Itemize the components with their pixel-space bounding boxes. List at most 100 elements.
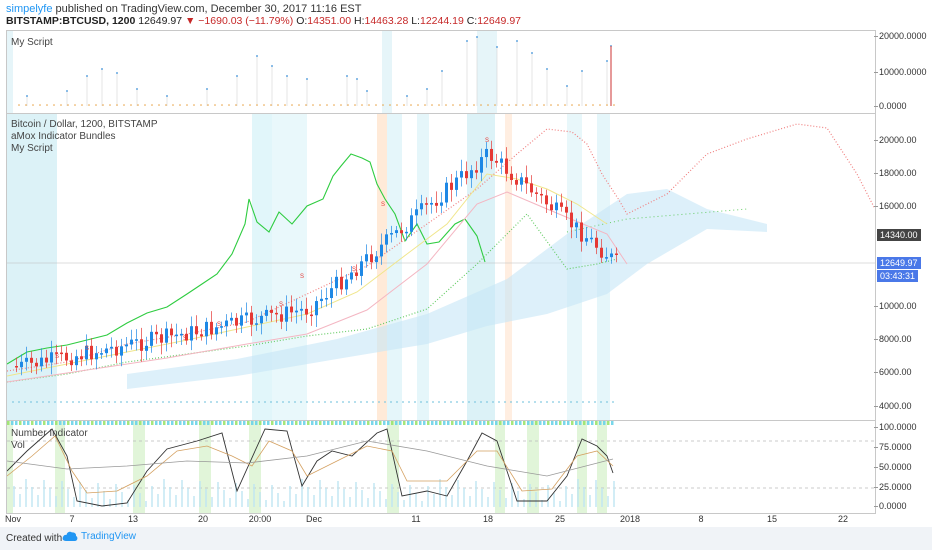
state-marker: [423, 421, 426, 425]
candle-body: [205, 321, 208, 337]
state-marker: [575, 421, 578, 425]
created-with-label: Created with: [6, 533, 63, 544]
zero-marker: [459, 104, 461, 106]
zero-marker: [522, 104, 524, 106]
time-axis-tick: 20:00: [248, 514, 272, 524]
state-marker: [595, 421, 598, 425]
state-marker: [267, 421, 270, 425]
zero-marker: [214, 104, 216, 106]
zero-marker: [452, 104, 454, 106]
volume-bar: [367, 498, 369, 507]
volume-bar: [289, 486, 291, 507]
indicator-legend[interactable]: aMox Indicator Bundles: [11, 131, 116, 142]
volume-legend[interactable]: Vol: [11, 440, 25, 451]
main-chart-pane[interactable]: S S S S S S S S S Bitcoin / Dollar, 1200, BITSTA…: [6, 113, 876, 421]
script-legend[interactable]: My Script: [11, 143, 53, 154]
symbol-label[interactable]: BITSTAMP:BTCUSD, 1200: [6, 15, 136, 27]
volume-bar: [535, 492, 537, 507]
candle-body: [125, 344, 128, 347]
zero-marker: [53, 104, 55, 106]
main-price-axis[interactable]: 20000.00 18000.00 16000.00 10000.00 8000…: [874, 113, 932, 419]
dot-marker: [474, 401, 476, 403]
state-marker: [91, 421, 94, 425]
state-marker: [263, 421, 266, 425]
state-marker: [591, 421, 594, 425]
candle-body: [500, 158, 503, 163]
histogram-dot: [236, 75, 238, 77]
volume-bar: [175, 495, 177, 507]
oscillator-legend[interactable]: Number Indicator: [11, 428, 88, 439]
zero-marker: [123, 104, 125, 106]
zero-marker: [312, 104, 314, 106]
state-marker: [603, 421, 606, 425]
candle-body: [345, 279, 348, 290]
volume-bar: [241, 491, 243, 507]
state-marker: [291, 421, 294, 425]
dot-marker: [612, 401, 614, 403]
candle-body: [290, 306, 293, 313]
oscillator-pane[interactable]: Number Indicator Vol: [6, 420, 876, 514]
candle-body: [510, 173, 513, 181]
dot-marker: [492, 401, 494, 403]
tradingview-logo[interactable]: TradingView: [62, 530, 136, 542]
candle-body: [430, 202, 433, 205]
symbol-legend[interactable]: Bitcoin / Dollar, 1200, BITSTAMP: [11, 119, 158, 130]
state-marker: [155, 421, 158, 425]
candle-body: [310, 314, 313, 317]
state-marker: [203, 421, 206, 425]
histogram-dot: [256, 55, 258, 57]
zero-marker: [18, 104, 20, 106]
candle-body: [145, 345, 148, 351]
zero-marker: [200, 104, 202, 106]
time-axis[interactable]: Nov 7 13 20 20:00 Dec 11 18 25 2018 8 15…: [5, 512, 874, 526]
candle-body: [90, 345, 93, 360]
state-marker: [27, 421, 30, 425]
volume-bar: [199, 481, 201, 507]
volume-bar: [193, 496, 195, 507]
top-price-axis[interactable]: 20000.0000 10000.0000 0.0000: [874, 30, 932, 112]
dot-marker: [66, 401, 68, 403]
volume-bar: [43, 480, 45, 507]
zero-marker: [403, 104, 405, 106]
zero-marker: [144, 104, 146, 106]
dot-marker: [588, 401, 590, 403]
zero-marker: [256, 104, 258, 106]
dot-marker: [360, 401, 362, 403]
zero-marker: [508, 104, 510, 106]
state-marker: [11, 421, 14, 425]
state-marker: [311, 421, 314, 425]
zero-marker: [445, 104, 447, 106]
low-value: 12244.19: [419, 15, 464, 27]
sell-signal-label: S: [55, 354, 59, 360]
signal-band: [252, 114, 272, 420]
dot-marker: [402, 401, 404, 403]
sell-signal-label: S: [381, 202, 385, 208]
open-value: 14351.00: [307, 15, 352, 27]
volume-bar: [301, 479, 303, 507]
state-marker: [303, 421, 306, 425]
state-marker: [419, 421, 422, 425]
state-marker: [183, 421, 186, 425]
price-axis-tick: 20000.00: [874, 135, 917, 145]
oscillator-axis[interactable]: 100.0000 75.0000 50.0000 25.0000 0.0000: [874, 420, 932, 512]
high-value: 14463.28: [364, 15, 409, 27]
author-link[interactable]: simpelyfe: [6, 3, 53, 15]
state-marker: [499, 421, 502, 425]
dot-marker: [252, 401, 254, 403]
oscillator-k-line: [7, 428, 614, 507]
candle-body: [360, 261, 363, 276]
signal-band: [55, 421, 65, 513]
top-indicator-pane[interactable]: My Script: [6, 30, 876, 114]
state-marker: [239, 421, 242, 425]
signal-band: [7, 114, 57, 420]
volume-bar: [373, 483, 375, 507]
dot-marker: [564, 401, 566, 403]
candle-body: [540, 193, 543, 196]
candle-body: [525, 177, 528, 184]
time-axis-tick: 22: [837, 514, 849, 524]
histogram-dot: [66, 90, 68, 92]
zero-marker: [557, 104, 559, 106]
dot-marker: [198, 401, 200, 403]
state-marker: [195, 421, 198, 425]
price-chart-plot: S S S S S S S S S: [7, 114, 875, 420]
